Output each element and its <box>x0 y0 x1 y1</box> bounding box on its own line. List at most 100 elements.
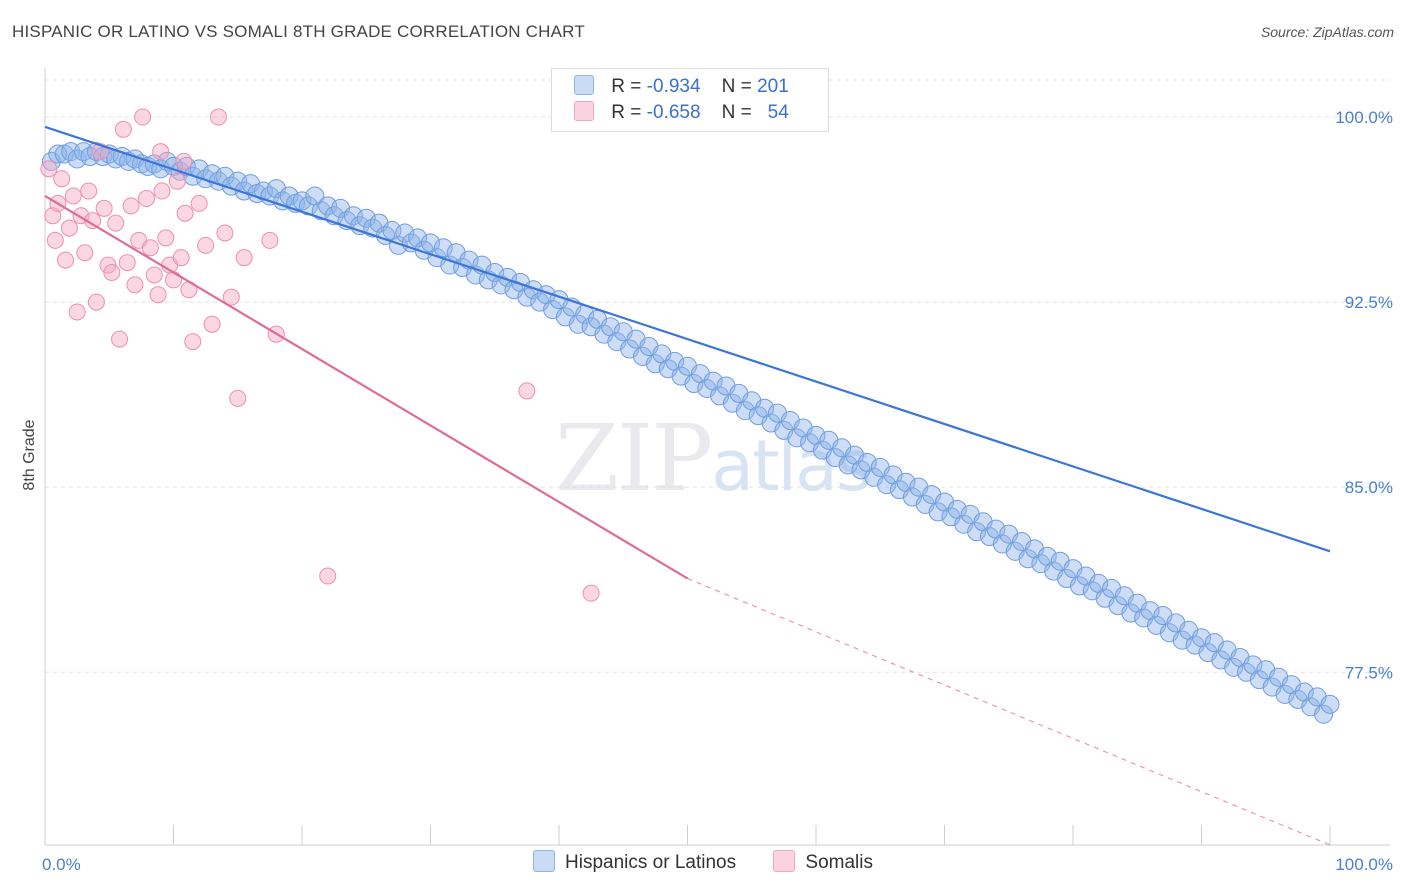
data-point-somali <box>87 293 105 311</box>
data-point-hispanic <box>1224 657 1244 677</box>
source-label: Source: ZipAtlas.com <box>1260 24 1394 40</box>
data-point-somali <box>134 108 152 126</box>
data-point-somali <box>80 182 98 200</box>
data-point-hispanic <box>967 522 987 542</box>
data-point-somali <box>122 197 140 215</box>
data-point-somali <box>126 276 144 294</box>
trend-line-somali-extension <box>687 577 1331 846</box>
data-point-somali <box>60 219 78 237</box>
legend-swatch-hispanic <box>533 850 556 872</box>
stats-legend: R = -0.934 N = 201 R = -0.658 N = 54 <box>551 68 829 132</box>
legend-r-value: -0.658 <box>646 102 701 123</box>
data-point-hispanic <box>1275 684 1295 704</box>
legend-r-label: R = <box>611 102 642 123</box>
data-point-somali <box>203 315 221 333</box>
data-point-hispanic <box>787 428 807 448</box>
data-point-hispanic <box>645 354 665 374</box>
legend-r-label: R = <box>611 76 642 97</box>
data-point-somali <box>216 224 234 242</box>
legend-row-hispanic: R = -0.934 N = 201 <box>574 75 789 101</box>
legend-item-somali: Somalis <box>773 850 873 874</box>
data-point-somali <box>46 231 64 249</box>
data-point-somali <box>153 182 171 200</box>
data-point-somali <box>114 120 132 138</box>
tick-labels: 100.0% 92.5% 85.0% 77.5% 0.0% 100.0% 8th Grade <box>21 108 1393 874</box>
data-point-somali <box>103 263 121 281</box>
data-point-somali <box>184 333 202 351</box>
bottom-legend: Hispanics or Latinos Somalis <box>0 850 1406 874</box>
data-point-somali <box>175 152 193 170</box>
data-point-somali <box>40 160 58 178</box>
trend-lines <box>44 125 1331 846</box>
x-tick-label: 100.0% <box>1335 855 1393 874</box>
data-point-somali <box>76 244 94 262</box>
hispanic-points <box>41 142 1340 724</box>
y-tick-label: 100.0% <box>1335 108 1393 127</box>
watermark-atlas: atlas <box>711 425 872 507</box>
data-point-somali <box>157 229 175 247</box>
legend-swatch-somali <box>574 101 594 121</box>
chart-title: HISPANIC OR LATINO VS SOMALI 8TH GRADE C… <box>12 22 585 41</box>
data-point-hispanic <box>292 191 312 211</box>
data-point-hispanic <box>523 280 543 300</box>
data-point-hispanic <box>928 502 948 522</box>
legend-label-hispanic: Hispanics or Latinos <box>565 852 737 873</box>
data-point-somali <box>518 382 536 400</box>
data-point-hispanic <box>356 208 376 228</box>
data-point-hispanic <box>433 238 453 258</box>
data-point-somali <box>197 236 215 254</box>
y-tick-label: 77.5% <box>1345 663 1393 682</box>
data-point-hispanic <box>408 228 428 248</box>
data-point-somali <box>229 389 247 407</box>
legend-label-somali: Somalis <box>805 852 873 873</box>
data-point-hispanic <box>877 475 897 495</box>
y-tick-label: 85.0% <box>1345 478 1393 497</box>
data-point-hispanic <box>279 186 299 206</box>
data-point-somali <box>95 199 113 217</box>
legend-n-label: N = <box>721 102 752 123</box>
data-point-hispanic <box>838 455 858 475</box>
legend-n-value: 201 <box>757 76 789 97</box>
data-point-somali <box>68 303 86 321</box>
data-point-hispanic <box>1069 576 1089 596</box>
legend-swatch-somali <box>773 850 796 872</box>
somali-points <box>40 108 600 602</box>
data-point-hispanic <box>1018 549 1038 569</box>
legend-n-value: 54 <box>767 102 789 123</box>
trend-line-hispanic <box>44 125 1331 553</box>
data-point-somali <box>176 204 194 222</box>
data-point-somali <box>111 330 129 348</box>
data-point-somali <box>209 108 227 126</box>
axes <box>44 68 1390 846</box>
legend-item-hispanic: Hispanics or Latinos <box>533 850 736 874</box>
data-point-hispanic <box>517 287 537 307</box>
data-point-hispanic <box>684 374 704 394</box>
legend-row-somali: R = -0.658 N = 54 <box>574 101 789 127</box>
data-point-somali <box>141 239 159 257</box>
data-point-somali <box>222 288 240 306</box>
data-point-somali <box>235 249 253 267</box>
data-point-hispanic <box>1314 704 1334 724</box>
data-point-somali <box>107 214 125 232</box>
data-point-somali <box>149 286 167 304</box>
data-point-hispanic <box>1172 630 1192 650</box>
watermark-zip: ZIP <box>555 405 713 512</box>
data-point-hispanic <box>1320 694 1340 714</box>
legend-swatch-hispanic <box>574 75 594 95</box>
data-point-somali <box>138 189 156 207</box>
legend-r-value: -0.934 <box>646 76 701 97</box>
data-point-somali <box>152 143 170 161</box>
data-point-somali <box>261 231 279 249</box>
data-point-somali <box>190 194 208 212</box>
data-point-somali <box>165 271 182 289</box>
data-point-somali <box>118 254 136 272</box>
data-point-hispanic <box>1121 603 1141 623</box>
data-point-somali <box>582 584 600 602</box>
data-point-somali <box>53 170 71 188</box>
y-axis-label: 8th Grade <box>21 419 38 490</box>
data-point-somali <box>319 567 337 585</box>
data-point-hispanic <box>491 275 511 295</box>
data-point-somali <box>168 172 186 190</box>
y-tick-label: 92.5% <box>1345 293 1393 312</box>
